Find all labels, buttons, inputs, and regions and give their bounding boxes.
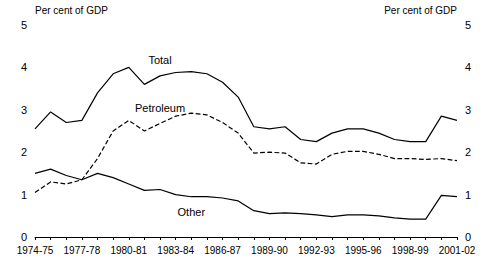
svg-text:4: 4	[21, 61, 27, 73]
svg-text:Other: Other	[178, 206, 206, 218]
svg-text:1974-75: 1974-75	[17, 245, 54, 256]
svg-text:1998-99: 1998-99	[392, 245, 429, 256]
svg-text:1983-84: 1983-84	[157, 245, 194, 256]
svg-text:5: 5	[21, 19, 27, 31]
svg-text:1977-78: 1977-78	[64, 245, 101, 256]
svg-text:1992-93: 1992-93	[298, 245, 335, 256]
svg-text:Per cent of GDP: Per cent of GDP	[35, 5, 108, 16]
svg-text:1: 1	[21, 189, 27, 201]
svg-text:1995-96: 1995-96	[345, 245, 382, 256]
svg-text:1986-87: 1986-87	[204, 245, 241, 256]
svg-text:0: 0	[465, 231, 471, 243]
svg-text:3: 3	[21, 104, 27, 116]
svg-text:Petroleum: Petroleum	[135, 102, 185, 114]
svg-text:2: 2	[21, 146, 27, 158]
svg-text:4: 4	[465, 61, 471, 73]
svg-text:2: 2	[465, 146, 471, 158]
svg-text:1989-90: 1989-90	[251, 245, 288, 256]
svg-text:Per cent of GDP: Per cent of GDP	[384, 5, 457, 16]
svg-text:3: 3	[465, 104, 471, 116]
svg-text:5: 5	[465, 19, 471, 31]
svg-text:2001-02: 2001-02	[439, 245, 476, 256]
svg-text:Total: Total	[148, 54, 171, 66]
svg-text:0: 0	[21, 231, 27, 243]
svg-text:1: 1	[465, 189, 471, 201]
svg-text:1980-81: 1980-81	[110, 245, 147, 256]
